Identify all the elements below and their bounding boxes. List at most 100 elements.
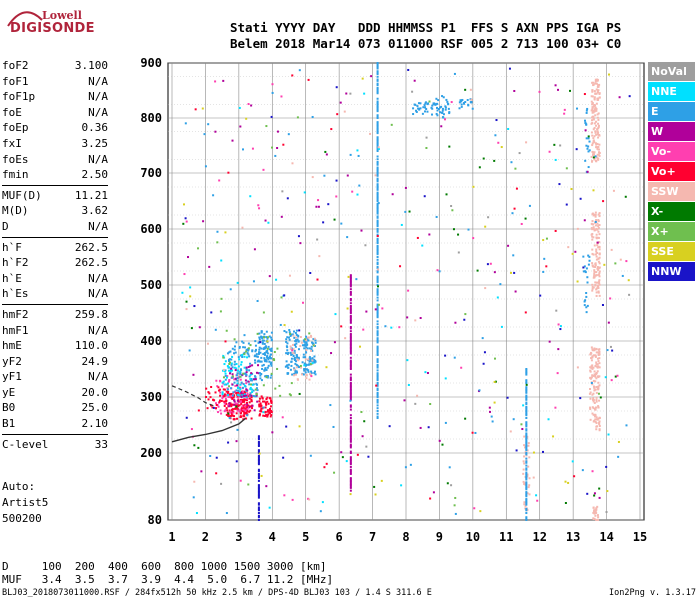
scatter-point xyxy=(478,166,481,169)
echo-column-point xyxy=(376,173,379,176)
echo-point xyxy=(233,363,236,366)
echo-point xyxy=(266,414,269,417)
echo-point xyxy=(262,414,265,417)
scatter-point xyxy=(400,484,403,487)
echo-point xyxy=(222,356,225,359)
scatter-point xyxy=(538,90,541,93)
x-tick-label: 11 xyxy=(499,530,513,544)
scatter-point xyxy=(280,215,283,218)
echo-point xyxy=(598,384,601,387)
echo-point xyxy=(231,394,234,397)
echo-point xyxy=(255,371,258,374)
echo-column-point xyxy=(376,222,379,225)
echo-point xyxy=(589,418,592,421)
echo-column-point xyxy=(257,435,260,438)
echo-column-point xyxy=(349,361,352,363)
echo-point xyxy=(597,365,600,368)
echo-column-point xyxy=(376,186,379,188)
echo-column-point xyxy=(349,356,352,359)
scatter-point xyxy=(610,379,613,382)
echo-point xyxy=(243,393,246,396)
scatter-point xyxy=(543,257,546,260)
echo-point xyxy=(441,95,444,98)
echo-point xyxy=(261,339,264,342)
echo-column-point xyxy=(349,302,352,305)
echo-point xyxy=(263,346,266,349)
scatter-point xyxy=(377,303,380,306)
echo-point xyxy=(242,407,245,410)
echo-point xyxy=(233,415,236,418)
echo-column-point xyxy=(376,396,379,398)
scatter-point xyxy=(411,90,414,93)
echo-point xyxy=(586,147,589,150)
echo-point xyxy=(591,107,594,110)
echo-point xyxy=(211,406,214,409)
echo-column-point xyxy=(257,514,260,517)
scatter-point xyxy=(322,221,325,224)
scatter-point xyxy=(557,348,560,351)
echo-column-point xyxy=(376,377,379,380)
echo-point xyxy=(239,412,242,415)
echo-point xyxy=(273,350,276,353)
echo-point xyxy=(593,415,596,418)
echo-column-point xyxy=(376,100,379,103)
echo-point xyxy=(240,407,243,410)
echo-point xyxy=(239,372,242,375)
scatter-point xyxy=(438,439,441,442)
echo-point xyxy=(587,137,590,140)
echo-point xyxy=(596,236,599,239)
echo-point xyxy=(279,394,282,397)
param-value: N/A xyxy=(88,323,108,337)
scatter-point xyxy=(283,494,286,497)
echo-point xyxy=(586,107,589,110)
echo-point xyxy=(596,267,599,270)
scatter-point xyxy=(490,415,493,418)
echo-point xyxy=(294,370,297,373)
echo-point xyxy=(261,397,264,400)
echo-column-point xyxy=(349,373,352,376)
scatter-point xyxy=(373,485,376,488)
echo-column-point xyxy=(376,136,379,139)
echo-column-point xyxy=(376,148,379,151)
echo-point xyxy=(591,109,594,112)
scatter-point xyxy=(542,239,545,242)
echo-point xyxy=(242,414,245,417)
echo-point xyxy=(270,410,273,413)
echo-point xyxy=(592,84,595,87)
echo-point xyxy=(293,351,296,354)
echo-column-point xyxy=(525,519,528,521)
echo-point xyxy=(597,230,600,233)
scatter-point xyxy=(513,207,516,210)
echo-column-point xyxy=(376,172,379,174)
legend-item: Vo+ xyxy=(648,162,695,181)
echo-point xyxy=(230,412,233,415)
scaled-parameters-panel: foF2 3.100 foF1 N/A foF1p N/A foE N/A foEp 0.36 fx… xyxy=(2,58,108,452)
scatter-point xyxy=(315,205,318,208)
echo-point xyxy=(598,428,601,431)
echo-point xyxy=(293,356,296,359)
echo-point xyxy=(250,383,253,386)
echo-point xyxy=(598,280,601,283)
echo-point xyxy=(594,374,597,377)
scatter-point xyxy=(189,286,192,289)
echo-point xyxy=(313,355,316,358)
scatter-point xyxy=(507,244,510,247)
scatter-point xyxy=(532,451,535,454)
echo-point xyxy=(261,341,264,344)
scatter-point xyxy=(335,195,338,198)
scatter-point xyxy=(274,387,277,390)
scatter-point xyxy=(435,215,438,218)
echo-column-point xyxy=(349,468,352,471)
echo-column-point xyxy=(349,288,352,291)
echo-point xyxy=(591,116,594,119)
echo-point xyxy=(310,345,313,348)
echo-column-point xyxy=(349,359,352,362)
echo-point xyxy=(248,406,251,409)
echo-point xyxy=(245,350,248,353)
echo-point xyxy=(303,347,306,350)
echo-point xyxy=(415,110,418,113)
echo-point xyxy=(231,414,234,417)
echo-point xyxy=(266,337,269,340)
echo-point xyxy=(249,362,252,365)
param-value: N/A xyxy=(88,219,108,233)
